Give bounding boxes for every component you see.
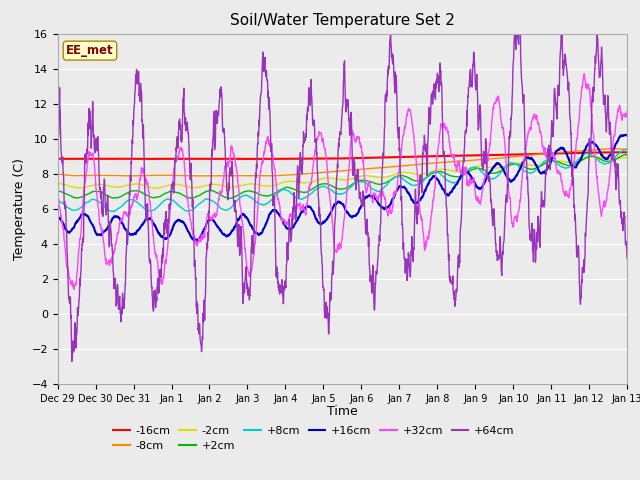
-8cm: [502, 155, 510, 160]
+16cm: [502, 172, 510, 178]
+8cm: [109, 208, 116, 214]
-2cm: [152, 185, 160, 191]
+8cm: [623, 146, 630, 152]
-16cm: [607, 149, 615, 155]
+2cm: [623, 152, 631, 157]
-8cm: [83, 172, 90, 178]
+32cm: [54, 194, 61, 200]
+2cm: [331, 184, 339, 190]
+32cm: [607, 157, 615, 163]
-8cm: [610, 146, 618, 152]
+64cm: [331, 220, 339, 226]
+32cm: [83, 167, 91, 173]
+8cm: [54, 199, 61, 204]
-2cm: [502, 163, 510, 168]
Text: EE_met: EE_met: [66, 44, 114, 57]
+16cm: [193, 238, 200, 243]
+16cm: [623, 132, 631, 138]
Line: +64cm: +64cm: [58, 12, 627, 361]
+64cm: [607, 134, 615, 140]
+64cm: [54, 118, 61, 124]
-8cm: [607, 146, 614, 152]
Line: -2cm: -2cm: [58, 157, 627, 188]
+32cm: [623, 108, 631, 114]
+32cm: [502, 164, 510, 169]
-16cm: [623, 149, 631, 155]
Line: +32cm: +32cm: [58, 74, 627, 289]
-16cm: [316, 156, 324, 162]
Y-axis label: Temperature (C): Temperature (C): [13, 158, 26, 260]
+16cm: [316, 221, 324, 227]
-2cm: [331, 176, 339, 181]
+16cm: [607, 151, 614, 157]
+2cm: [54, 188, 61, 194]
+2cm: [607, 158, 615, 164]
+16cm: [331, 202, 339, 207]
+32cm: [70, 287, 77, 292]
+2cm: [225, 195, 233, 201]
-2cm: [623, 155, 631, 161]
Legend: -16cm, -8cm, -2cm, +2cm, +8cm, +16cm, +32cm, +64cm: -16cm, -8cm, -2cm, +2cm, +8cm, +16cm, +3…: [109, 421, 519, 456]
+64cm: [516, 10, 524, 15]
+8cm: [316, 184, 324, 190]
+64cm: [623, 255, 631, 261]
Title: Soil/Water Temperature Set 2: Soil/Water Temperature Set 2: [230, 13, 455, 28]
+32cm: [331, 247, 339, 252]
-16cm: [54, 156, 61, 162]
+2cm: [316, 181, 324, 187]
-2cm: [316, 177, 324, 182]
+8cm: [623, 146, 631, 152]
-16cm: [83, 156, 90, 162]
+2cm: [502, 164, 510, 170]
Line: -8cm: -8cm: [58, 149, 627, 176]
Line: -16cm: -16cm: [58, 152, 627, 159]
-8cm: [331, 168, 339, 174]
+32cm: [316, 130, 324, 136]
+32cm: [580, 71, 588, 77]
+8cm: [607, 159, 615, 165]
+64cm: [68, 359, 76, 364]
-8cm: [198, 173, 206, 179]
-8cm: [607, 146, 615, 152]
-8cm: [54, 171, 61, 177]
-16cm: [607, 149, 614, 155]
-8cm: [316, 170, 324, 176]
+8cm: [502, 163, 510, 168]
+8cm: [83, 200, 90, 205]
+64cm: [502, 192, 510, 198]
-16cm: [331, 156, 339, 161]
-16cm: [253, 156, 261, 162]
Line: +8cm: +8cm: [58, 149, 627, 211]
+16cm: [54, 214, 61, 220]
+64cm: [316, 215, 324, 221]
+16cm: [621, 132, 629, 138]
+16cm: [607, 151, 615, 157]
+8cm: [331, 190, 339, 195]
-2cm: [83, 184, 90, 190]
-2cm: [591, 154, 598, 160]
-16cm: [502, 152, 510, 157]
-2cm: [54, 180, 61, 186]
+2cm: [83, 192, 90, 197]
+16cm: [83, 213, 90, 218]
+64cm: [607, 147, 615, 153]
+2cm: [621, 152, 629, 157]
+32cm: [607, 160, 615, 166]
-8cm: [623, 146, 631, 152]
Line: +16cm: +16cm: [58, 135, 627, 240]
+8cm: [607, 159, 614, 165]
-2cm: [607, 156, 615, 162]
-2cm: [607, 156, 615, 162]
+2cm: [607, 158, 614, 164]
+64cm: [83, 146, 91, 152]
-16cm: [620, 149, 627, 155]
Line: +2cm: +2cm: [58, 155, 627, 198]
X-axis label: Time: Time: [327, 405, 358, 418]
